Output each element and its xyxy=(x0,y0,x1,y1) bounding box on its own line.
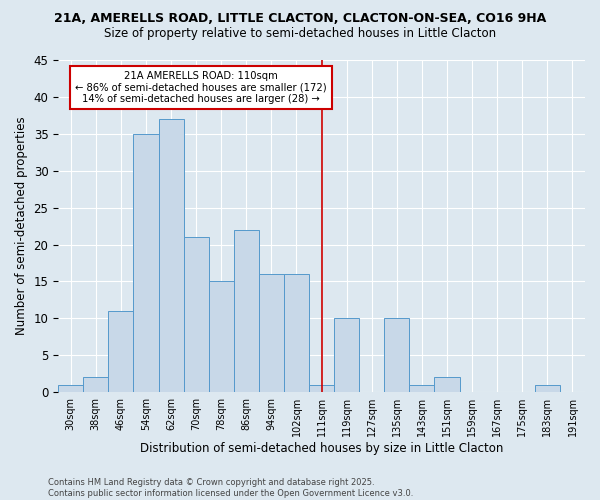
Text: Size of property relative to semi-detached houses in Little Clacton: Size of property relative to semi-detach… xyxy=(104,28,496,40)
Bar xyxy=(409,385,434,392)
Bar xyxy=(58,385,83,392)
Bar xyxy=(109,311,133,392)
Bar xyxy=(284,274,309,392)
Bar xyxy=(184,237,209,392)
Bar xyxy=(158,119,184,392)
Bar xyxy=(234,230,259,392)
Bar xyxy=(209,282,234,392)
Bar xyxy=(334,318,359,392)
Bar xyxy=(384,318,409,392)
Text: 21A AMERELLS ROAD: 110sqm
← 86% of semi-detached houses are smaller (172)
14% of: 21A AMERELLS ROAD: 110sqm ← 86% of semi-… xyxy=(76,71,327,104)
Bar xyxy=(535,385,560,392)
Bar xyxy=(259,274,284,392)
Bar xyxy=(83,378,109,392)
Y-axis label: Number of semi-detached properties: Number of semi-detached properties xyxy=(15,117,28,336)
X-axis label: Distribution of semi-detached houses by size in Little Clacton: Distribution of semi-detached houses by … xyxy=(140,442,503,455)
Text: Contains HM Land Registry data © Crown copyright and database right 2025.
Contai: Contains HM Land Registry data © Crown c… xyxy=(48,478,413,498)
Bar xyxy=(434,378,460,392)
Text: 21A, AMERELLS ROAD, LITTLE CLACTON, CLACTON-ON-SEA, CO16 9HA: 21A, AMERELLS ROAD, LITTLE CLACTON, CLAC… xyxy=(54,12,546,26)
Bar xyxy=(133,134,158,392)
Bar xyxy=(309,385,334,392)
